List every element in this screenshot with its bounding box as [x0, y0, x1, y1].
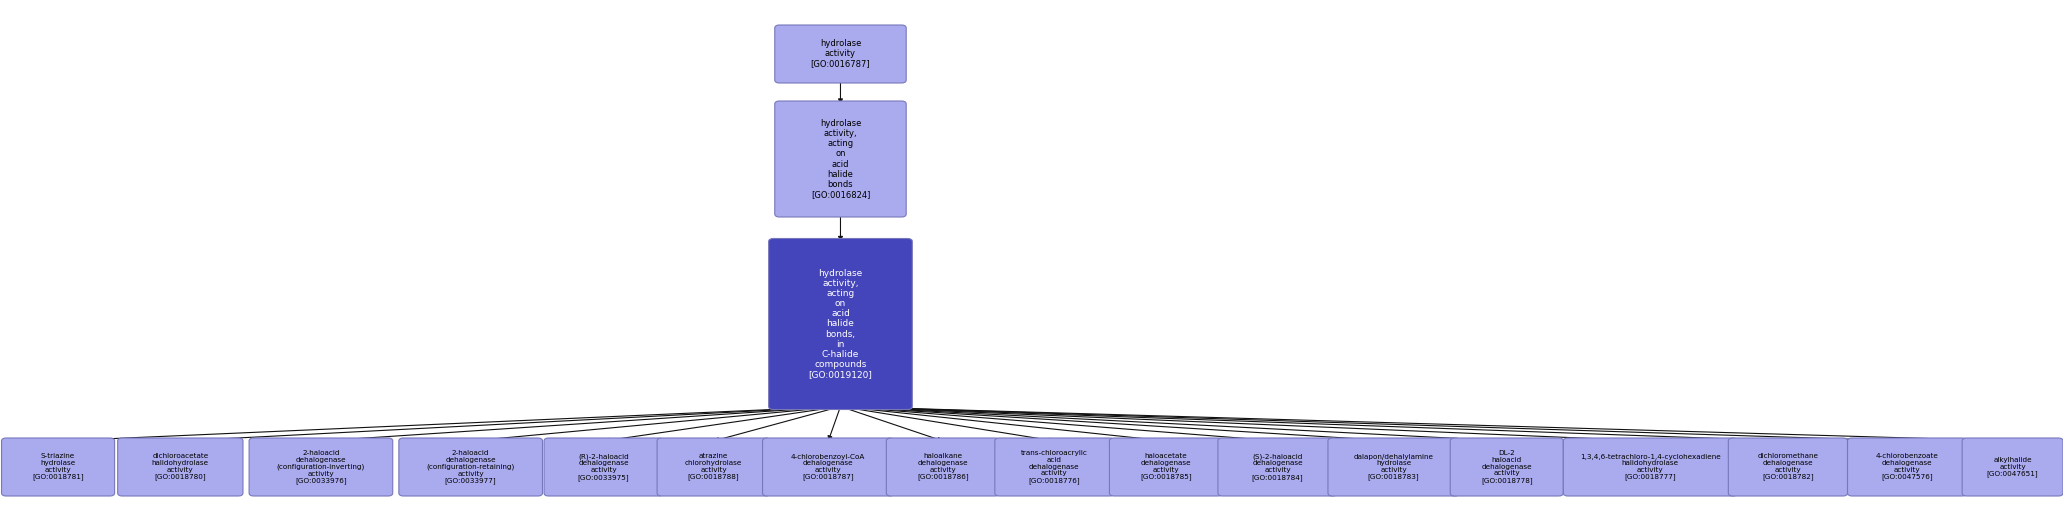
Text: alkylhalide
activity
[GO:0047651]: alkylhalide activity [GO:0047651] — [1987, 457, 2038, 477]
Text: DL-2
haloacid
dehalogenase
activity
[GO:0018778]: DL-2 haloacid dehalogenase activity [GO:… — [1481, 450, 1533, 484]
Text: 2-haloacid
dehalogenase
(configuration-retaining)
activity
[GO:0033977]: 2-haloacid dehalogenase (configuration-r… — [427, 450, 516, 484]
FancyBboxPatch shape — [1564, 438, 1737, 496]
Text: 1,3,4,6-tetrachloro-1,4-cyclohexadiene
halidohydrolase
activity
[GO:0018777]: 1,3,4,6-tetrachloro-1,4-cyclohexadiene h… — [1580, 453, 1721, 481]
Text: haloacetate
dehalogenase
activity
[GO:0018785]: haloacetate dehalogenase activity [GO:00… — [1141, 453, 1192, 481]
Text: 4-chlorobenzoyl-CoA
dehalogenase
activity
[GO:0018787]: 4-chlorobenzoyl-CoA dehalogenase activit… — [790, 453, 866, 481]
FancyBboxPatch shape — [2, 438, 116, 496]
Text: dichloroacetate
halidohydrolase
activity
[GO:0018780]: dichloroacetate halidohydrolase activity… — [153, 453, 208, 481]
FancyBboxPatch shape — [776, 101, 906, 217]
Text: dalapon/dehalylamine
hydrolase
activity
[GO:0018783]: dalapon/dehalylamine hydrolase activity … — [1353, 453, 1434, 481]
Text: (R)-2-haloacid
dehalogenase
activity
[GO:0033975]: (R)-2-haloacid dehalogenase activity [GO… — [578, 453, 629, 481]
FancyBboxPatch shape — [1962, 438, 2063, 496]
Text: hydrolase
activity,
acting
on
acid
halide
bonds,
in
C-halide
compounds
[GO:00191: hydrolase activity, acting on acid halid… — [809, 269, 873, 379]
Text: haloalkane
dehalogenase
activity
[GO:0018786]: haloalkane dehalogenase activity [GO:001… — [918, 453, 970, 481]
Text: hydrolase
activity
[GO:0016787]: hydrolase activity [GO:0016787] — [811, 40, 871, 68]
FancyBboxPatch shape — [1729, 438, 1848, 496]
FancyBboxPatch shape — [1217, 438, 1337, 496]
FancyBboxPatch shape — [1450, 438, 1564, 496]
FancyBboxPatch shape — [776, 25, 906, 83]
Text: hydrolase
activity,
acting
on
acid
halide
bonds
[GO:0016824]: hydrolase activity, acting on acid halid… — [811, 119, 871, 199]
Text: 2-haloacid
dehalogenase
(configuration-inverting)
activity
[GO:0033976]: 2-haloacid dehalogenase (configuration-i… — [276, 450, 365, 484]
Text: (S)-2-haloacid
dehalogenase
activity
[GO:0018784]: (S)-2-haloacid dehalogenase activity [GO… — [1252, 453, 1304, 481]
Text: dichloromethane
dehalogenase
activity
[GO:0018782]: dichloromethane dehalogenase activity [G… — [1758, 453, 1818, 481]
FancyBboxPatch shape — [887, 438, 998, 496]
FancyBboxPatch shape — [994, 438, 1114, 496]
FancyBboxPatch shape — [250, 438, 392, 496]
FancyBboxPatch shape — [1329, 438, 1459, 496]
FancyBboxPatch shape — [1848, 438, 1966, 496]
FancyBboxPatch shape — [398, 438, 543, 496]
Text: 4-chlorobenzoate
dehalogenase
activity
[GO:0047576]: 4-chlorobenzoate dehalogenase activity [… — [1875, 453, 1939, 481]
FancyBboxPatch shape — [1110, 438, 1223, 496]
FancyBboxPatch shape — [658, 438, 769, 496]
FancyBboxPatch shape — [545, 438, 662, 496]
FancyBboxPatch shape — [769, 238, 912, 410]
FancyBboxPatch shape — [763, 438, 893, 496]
FancyBboxPatch shape — [118, 438, 243, 496]
Text: S-triazine
hydrolase
activity
[GO:0018781]: S-triazine hydrolase activity [GO:001878… — [33, 453, 85, 481]
Text: trans-chloroacrylic
acid
dehalogenase
activity
[GO:0018776]: trans-chloroacrylic acid dehalogenase ac… — [1021, 450, 1087, 484]
Text: atrazine
chlorohydrolase
activity
[GO:0018788]: atrazine chlorohydrolase activity [GO:00… — [685, 453, 743, 481]
